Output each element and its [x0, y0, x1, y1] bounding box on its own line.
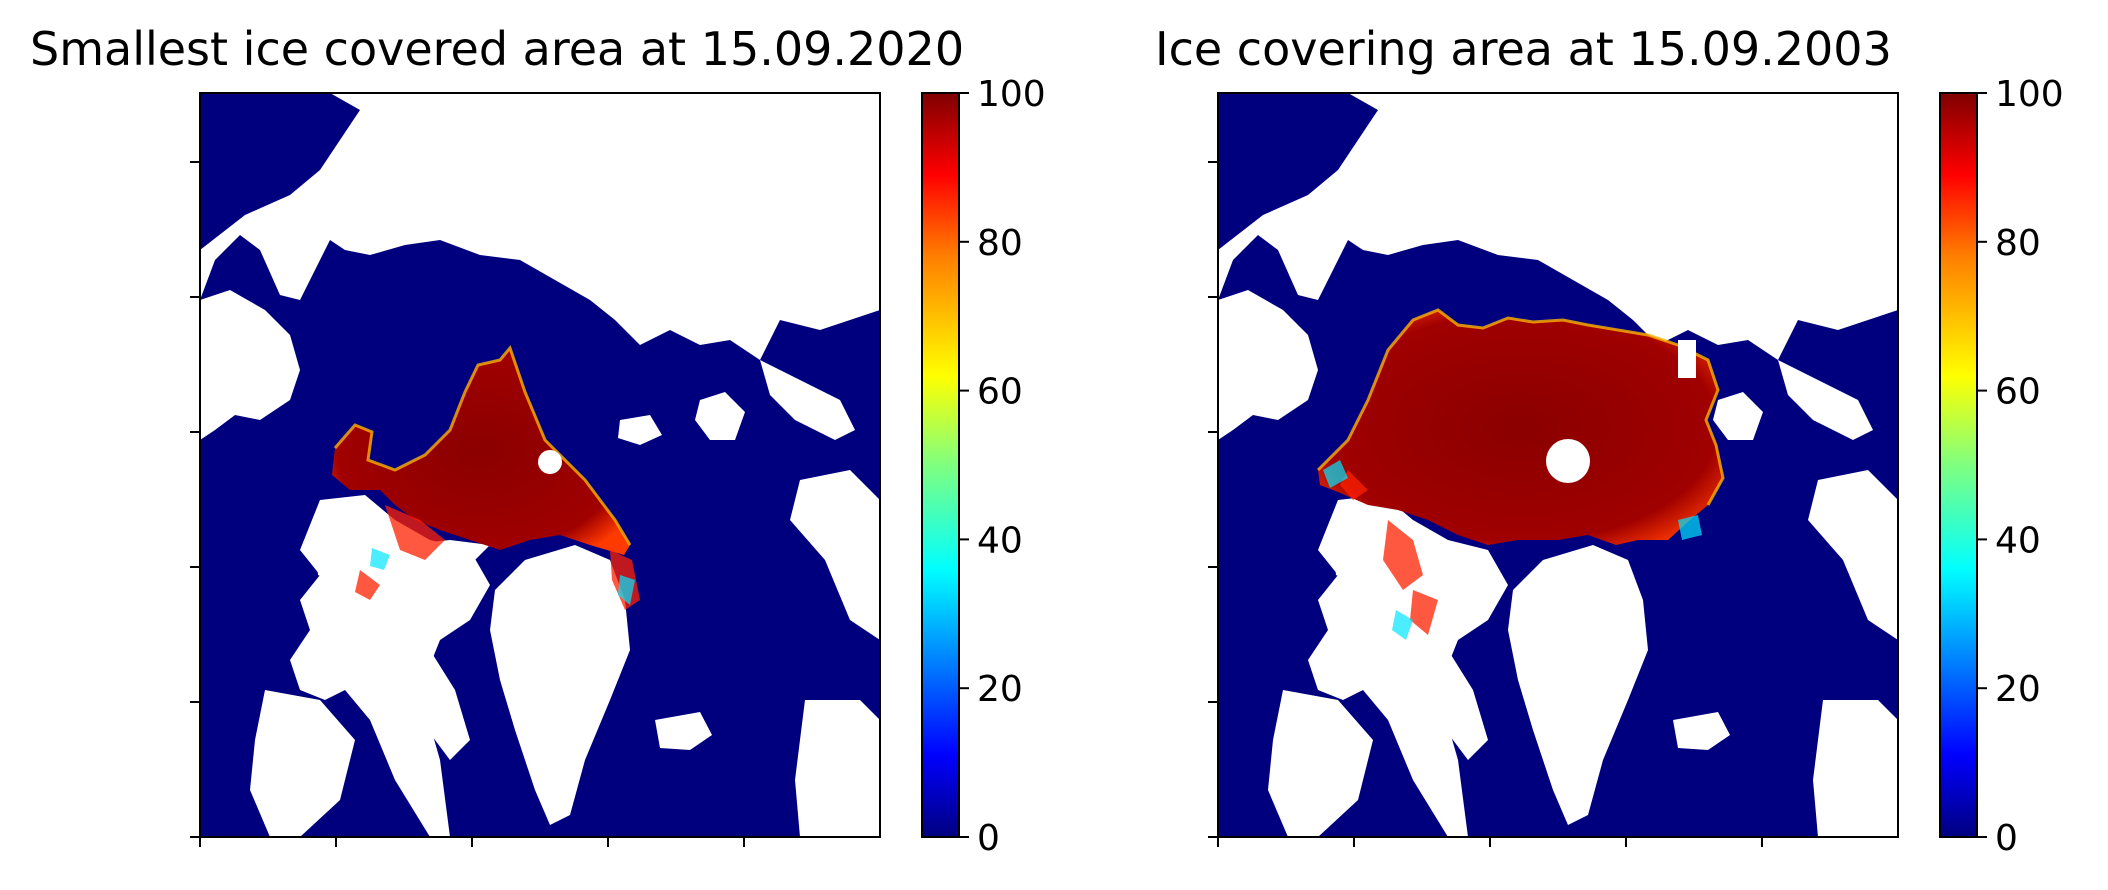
colorbar — [1939, 92, 1978, 838]
chart-panel-2003: Ice covering area at 15.09.2003 — [1018, 0, 2064, 890]
land-scandinavia — [1218, 290, 1318, 440]
chart-svg: 0 20 40 60 80 100 — [1208, 74, 2064, 859]
chart-title: Ice covering area at 15.09.2003 — [1155, 22, 1892, 76]
chart-svg: 0 20 40 60 80 100 — [190, 74, 1046, 859]
colorbar-ticks: 0 20 40 60 80 100 — [959, 74, 1046, 859]
land-svalbard — [695, 392, 745, 440]
sea-ice-2003 — [1318, 310, 1723, 545]
land-alaska — [1268, 690, 1373, 837]
colorbar-tick-label: 80 — [977, 223, 1023, 264]
colorbar-tick-label: 0 — [977, 818, 1000, 859]
land-greenland — [490, 545, 630, 825]
land-europe-bottom — [795, 700, 880, 837]
sea-ice-2020 — [332, 348, 630, 555]
colorbar-tick-label: 100 — [977, 74, 1046, 115]
colorbar-tick-label: 0 — [1995, 818, 2018, 859]
land-novaya — [760, 360, 855, 440]
sea-ice-fringe-2003 — [1340, 470, 1438, 635]
land-small-islands — [1333, 535, 1423, 645]
map-ticks — [190, 161, 745, 847]
pole-hole — [538, 450, 562, 474]
land-novaya — [1778, 360, 1873, 440]
map-frame — [199, 92, 881, 838]
land-norway — [1808, 470, 1898, 640]
colorbar-tick-label: 60 — [1995, 372, 2041, 413]
sea-ice-edge-2020 — [333, 344, 632, 546]
land-franzjosef — [618, 415, 662, 445]
colorbar-tick-label: 20 — [1995, 669, 2041, 710]
land-siberia — [1218, 93, 1898, 360]
map-area — [1218, 93, 1898, 837]
colorbar-tick-label: 40 — [1995, 520, 2041, 561]
colorbar-tick-label: 80 — [1995, 223, 2041, 264]
pole-hole — [1546, 439, 1590, 483]
land-baffin — [1413, 640, 1488, 760]
sea-ice-edge-2003 — [1316, 308, 1725, 506]
chart-title: Smallest ice covered area at 15.09.2020 — [30, 22, 965, 76]
land-norway — [790, 470, 880, 640]
sea-ice-fringe-2020 — [355, 505, 640, 610]
colorbar-tick-label: 20 — [977, 669, 1023, 710]
land-alaska — [250, 690, 355, 837]
colorbar-tick-label: 40 — [977, 520, 1023, 561]
land-iceland — [655, 712, 712, 750]
chart-panel-2020: Smallest ice covered area at 15.09.2020 — [0, 0, 1046, 890]
land-scandinavia — [200, 290, 300, 440]
map-frame — [1217, 92, 1899, 838]
land-baffin — [395, 640, 470, 760]
colorbar-tick-label: 100 — [1995, 74, 2064, 115]
land-svalbard — [1713, 392, 1763, 440]
land-greenland — [1508, 545, 1648, 825]
colorbar — [921, 92, 960, 838]
land-iceland — [1673, 712, 1730, 750]
land-small-islands — [315, 535, 405, 645]
colorbar-ticks: 0 20 40 60 80 100 — [1977, 74, 2064, 859]
land-europe-bottom — [1813, 700, 1898, 837]
land-patch — [1678, 340, 1696, 378]
land-siberia — [200, 93, 880, 360]
colorbar-tick-label: 60 — [977, 372, 1023, 413]
map-area — [200, 93, 880, 837]
map-ticks — [1208, 161, 1763, 847]
